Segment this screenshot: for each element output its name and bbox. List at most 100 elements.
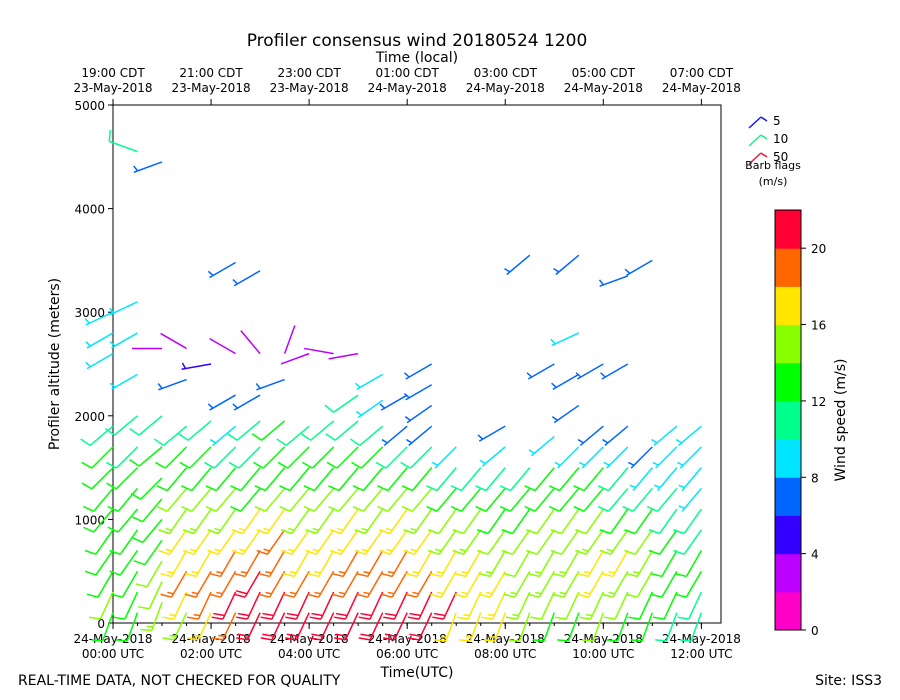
barb-staff [506,254,531,276]
barb-staff [601,363,629,380]
wind-barb [115,612,139,642]
barb-staff [238,446,261,469]
barb-staff [465,550,482,577]
barb-staff [97,570,114,598]
barb-staff [393,612,408,641]
barb-staff [268,570,286,598]
wind-barb [601,550,629,578]
barb-half-feather [550,338,556,345]
barb-half-feather [559,570,566,574]
wind-barb [153,425,188,447]
wind-barb [328,467,359,492]
barb-feather [601,572,614,578]
barb-staff [233,394,261,411]
barb-feather [354,529,366,535]
barb-staff [213,446,237,469]
wind-barb [648,508,678,535]
wind-barb [277,446,310,469]
barb-feather [109,570,121,576]
barb-feather [286,633,299,637]
barb-staff [389,508,408,535]
barb-feather [303,485,315,492]
barb-staff [86,332,114,349]
barb-staff [661,550,678,577]
wind-barb [233,570,261,598]
wind-barb [156,467,188,492]
barb-feather [83,505,95,512]
barb-legend-entry: 10 [748,132,788,147]
barb-feather [228,461,240,469]
barb-staff [357,399,384,419]
wind-barb [479,570,506,598]
barb-feather [129,427,140,436]
wind-barb [528,550,555,578]
barb-staff [485,467,506,492]
barb-feather [407,637,420,641]
barb-feather [352,485,364,492]
barb-feather [331,572,344,578]
wind-barb [157,378,187,391]
barb-staff [310,420,335,441]
wind-barb [428,508,457,535]
barb-half-feather [336,527,344,532]
barb-half-feather [606,548,614,552]
barb-staff [411,487,433,512]
colorbar-band [775,286,801,326]
barb-feather [254,505,266,512]
barb-feather [237,612,250,617]
barb-staff [663,591,678,620]
barb-half-feather [191,591,199,595]
wind-barb [182,508,212,535]
barb-half-feather [577,438,584,444]
barb-feather [279,485,291,492]
barb-half-feather [240,570,248,574]
wind-barb [551,373,580,391]
barb-staff [653,425,678,447]
wind-barb [205,487,237,512]
barb-staff [511,508,531,535]
wind-barb [379,394,408,411]
wind-barb [579,591,605,620]
barb-feather [379,529,391,535]
wind-barb [675,550,703,578]
barb-feather [254,485,266,492]
wind-barb [675,570,703,598]
barb-staff [109,140,138,153]
barb-staff [115,467,139,490]
wind-barb [475,487,506,512]
colorbar-frame [774,209,802,631]
wind-barb [678,467,702,492]
wind-barb [554,446,580,469]
barb-feather [552,593,564,598]
barb-feather [311,612,323,617]
wind-barb [256,508,286,535]
top-tick-date: 24-May-2018 [662,81,741,95]
barb-staff [460,487,482,512]
barb-feather [132,516,144,523]
barb-feather [262,633,274,637]
barb-feather [675,572,687,578]
barb-staff [311,446,335,469]
barb-half-feather [361,527,368,532]
barb-feather [305,549,317,556]
barb-feather [505,616,518,620]
barb-feather [276,438,287,447]
wind-barb [133,539,163,566]
barb-feather [231,549,244,556]
wind-barb [626,550,654,578]
barb-staff [295,612,310,641]
barb-staff [494,612,506,642]
barb-staff [191,467,212,492]
barb-staff [681,467,702,492]
wind-barb [434,612,457,642]
barb-feather [236,616,248,620]
barb-staff [114,415,138,436]
barb-staff [344,591,359,620]
barb-staff [209,394,236,411]
barb-staff [287,446,310,469]
wind-barb [499,467,531,492]
barb-staff [173,612,188,641]
barb-half-feather [403,372,410,378]
barb-staff [244,570,261,598]
barb-feather [524,505,536,512]
